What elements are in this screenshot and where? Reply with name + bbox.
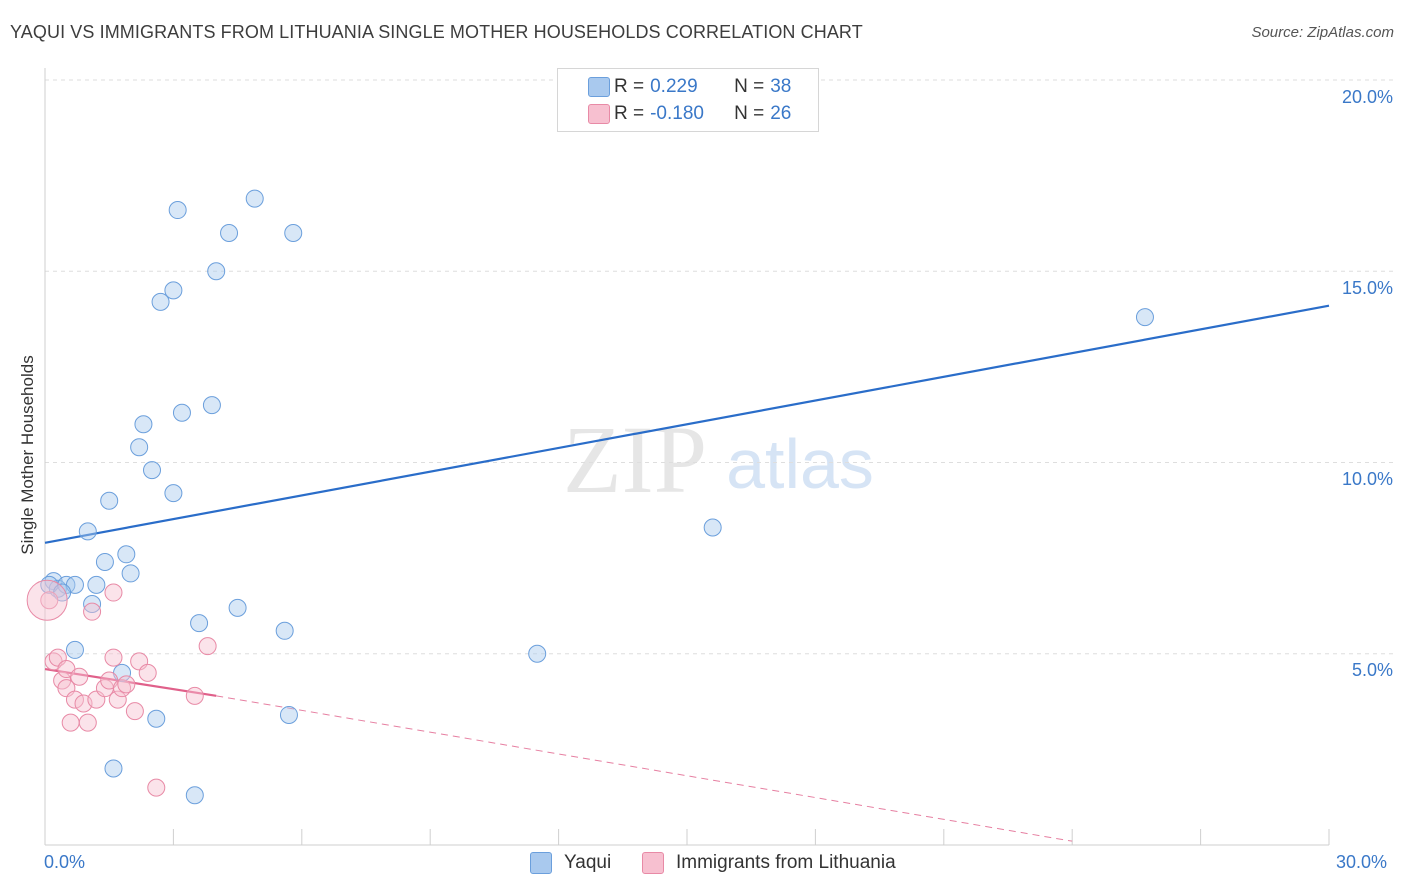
point-yaqui-14 xyxy=(130,438,149,457)
legend-r-value: -0.180 xyxy=(650,103,704,124)
x-tick-label-min: 0.0% xyxy=(44,852,86,872)
point-yaqui-9 xyxy=(100,491,119,510)
data-points xyxy=(26,189,1154,805)
point-yaqui-7 xyxy=(87,575,106,594)
point-lithuania-24 xyxy=(185,686,204,705)
point-yaqui-29 xyxy=(245,189,264,208)
point-lithuania-19 xyxy=(117,675,136,694)
point-yaqui-17 xyxy=(147,709,166,728)
point-yaqui-31 xyxy=(279,705,298,724)
point-yaqui-22 xyxy=(172,403,191,422)
point-lithuania-25 xyxy=(198,637,217,656)
trend-line-yaqui xyxy=(44,304,1330,544)
watermark-zip: ZIP xyxy=(563,406,707,513)
legend-r-label: R = xyxy=(614,76,645,97)
legend-n-label: N = xyxy=(734,76,765,97)
point-yaqui-34 xyxy=(703,518,722,537)
y-tick-label-15: 15.0% xyxy=(1341,278,1393,298)
legend-n-value: 38 xyxy=(770,76,792,97)
legend-swatch-yaqui xyxy=(530,852,552,874)
point-yaqui-35 xyxy=(1135,308,1154,327)
point-yaqui-20 xyxy=(164,484,183,503)
point-yaqui-33 xyxy=(528,644,547,663)
point-yaqui-32 xyxy=(284,224,303,242)
point-yaqui-10 xyxy=(104,759,123,778)
point-lithuania-22 xyxy=(138,663,157,682)
point-yaqui-26 xyxy=(207,262,226,281)
legend-swatch-pink xyxy=(588,104,610,124)
point-lithuania-11 xyxy=(83,602,102,621)
legend-r-label: R = xyxy=(614,103,645,124)
x-tick-label-max: 30.0% xyxy=(1336,852,1388,872)
point-yaqui-24 xyxy=(190,614,209,633)
point-lithuania-17 xyxy=(108,690,127,709)
point-lithuania-6 xyxy=(61,713,80,732)
point-yaqui-12 xyxy=(117,545,136,564)
point-lithuania-20 xyxy=(125,702,144,721)
legend-swatch-lithuania xyxy=(642,852,664,874)
point-lithuania-0 xyxy=(40,591,59,610)
point-yaqui-23 xyxy=(185,786,204,805)
legend-label-yaqui: Yaqui xyxy=(564,852,612,873)
point-yaqui-25 xyxy=(202,396,221,415)
trend-line-dashed-lithuania xyxy=(216,695,1073,842)
point-lithuania-16 xyxy=(104,648,123,667)
point-lithuania-cluster xyxy=(26,579,68,621)
point-yaqui-6 xyxy=(83,595,102,614)
point-yaqui-30 xyxy=(275,621,294,640)
point-lithuania-15 xyxy=(104,583,123,602)
legend-item-lithuania[interactable]: Immigrants from Lithuania xyxy=(642,852,896,874)
y-tick-label-20: 20.0% xyxy=(1341,87,1393,107)
point-yaqui-27 xyxy=(220,224,239,242)
point-lithuania-23 xyxy=(147,778,166,797)
point-yaqui-4 xyxy=(65,640,84,659)
point-yaqui-21 xyxy=(168,201,187,220)
chart-title: YAQUI VS IMMIGRANTS FROM LITHUANIA SINGL… xyxy=(10,22,863,42)
point-lithuania-10 xyxy=(78,713,97,732)
watermark-atlas: atlas xyxy=(726,425,874,503)
legend-label-lithuania: Immigrants from Lithuania xyxy=(676,852,896,873)
trend-lines xyxy=(44,304,1330,842)
legend-row-lithuania: R = -0.180 N = 26 xyxy=(588,101,792,127)
point-yaqui-18 xyxy=(151,292,170,311)
point-lithuania-8 xyxy=(70,667,89,686)
y-tick-label-5: 5.0% xyxy=(1351,660,1393,680)
point-yaqui-5 xyxy=(78,522,97,541)
legend-swatch-blue xyxy=(588,77,610,97)
point-yaqui-8 xyxy=(95,552,114,571)
legend-r-value: 0.229 xyxy=(650,76,698,97)
point-yaqui-15 xyxy=(134,415,153,434)
legend-row-yaqui: R = 0.229 N = 38 xyxy=(588,74,792,100)
grid xyxy=(45,79,1393,655)
axes xyxy=(44,68,1330,846)
legend-n-value: 26 xyxy=(770,103,792,124)
legend-n-label: N = xyxy=(734,103,765,124)
point-lithuania-7 xyxy=(65,690,84,709)
stats-legend: R = 0.229 N = 38 R = -0.180 N = 26 xyxy=(557,68,819,132)
point-yaqui-13 xyxy=(121,564,140,583)
series-legend: Yaqui Immigrants from Lithuania xyxy=(0,852,1406,878)
point-yaqui-16 xyxy=(143,461,161,480)
y-tick-label-10: 10.0% xyxy=(1341,469,1393,489)
legend-item-yaqui[interactable]: Yaqui xyxy=(530,852,611,874)
point-yaqui-28 xyxy=(228,598,247,617)
source-label: Source: ZipAtlas.com xyxy=(1251,24,1394,41)
point-yaqui-19 xyxy=(164,281,183,300)
